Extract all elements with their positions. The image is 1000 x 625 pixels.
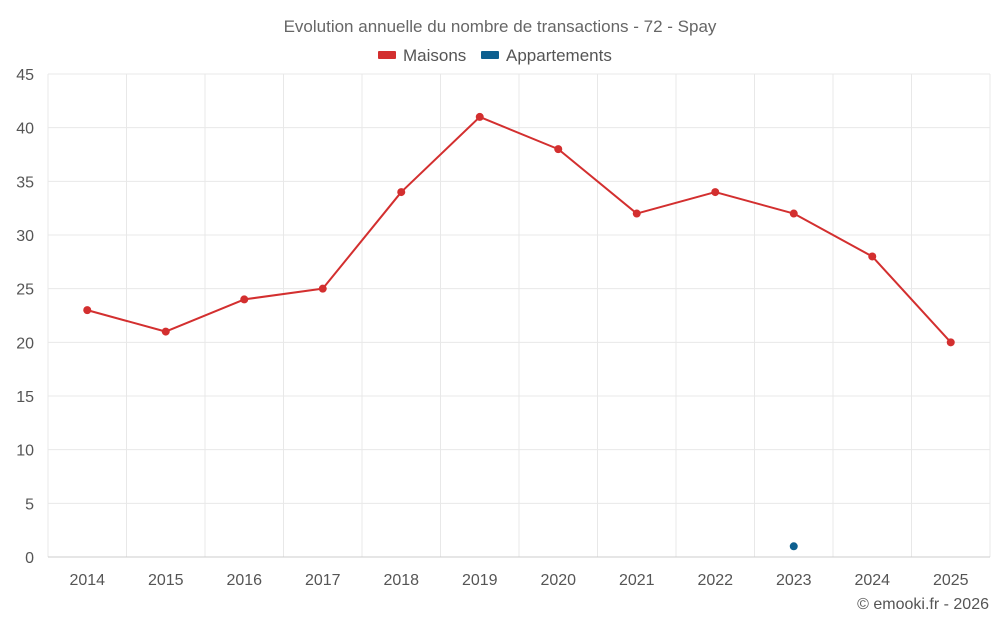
y-tick-label-0: 0 (25, 550, 34, 567)
series-points (83, 112, 955, 551)
data-point-maisons-2016[interactable] (240, 295, 249, 304)
series-lines (86, 115, 952, 344)
x-tick-label-2016: 2016 (226, 572, 262, 589)
x-gridlines (47, 74, 991, 557)
credit-text: © emooki.fr - 2026 (857, 596, 989, 613)
data-point-maisons-2015[interactable] (161, 327, 170, 336)
x-tick-label-2021: 2021 (619, 572, 655, 589)
chart-title: Evolution annuelle du nombre de transact… (284, 17, 717, 36)
y-axis-tick-labels: 0 5 10 15 20 25 30 35 40 45 (16, 67, 34, 567)
x-tick-label-2014: 2014 (69, 572, 105, 589)
data-point-maisons-2024[interactable] (868, 252, 877, 261)
legend-label-maisons: Maisons (403, 46, 466, 65)
data-point-maisons-2020[interactable] (554, 145, 563, 154)
y-tick-label-25: 25 (16, 282, 34, 299)
x-tick-label-2022: 2022 (697, 572, 733, 589)
x-tick-label-2018: 2018 (383, 572, 419, 589)
x-axis-tick-labels: 2014 2015 2016 2017 2018 2019 2020 2021 2022 2023… (69, 572, 968, 589)
y-tick-label-40: 40 (16, 121, 34, 138)
y-tick-label-5: 5 (25, 496, 34, 513)
series-line-maisons (86, 115, 952, 344)
x-tick-label-2023: 2023 (776, 572, 812, 589)
y-tick-label-45: 45 (16, 67, 34, 84)
data-point-maisons-2018[interactable] (397, 188, 406, 197)
legend-item-maisons[interactable]: Maisons (378, 46, 466, 65)
x-tick-label-2019: 2019 (462, 572, 498, 589)
y-tick-label-10: 10 (16, 443, 34, 460)
data-point-maisons-2023[interactable] (789, 209, 798, 218)
legend-swatch-maisons (378, 51, 396, 59)
data-point-maisons-2017[interactable] (318, 284, 327, 293)
legend: Maisons Appartements (378, 46, 612, 65)
x-tick-label-2024: 2024 (854, 572, 890, 589)
data-point-appartements-2023[interactable] (789, 542, 798, 551)
y-tick-label-15: 15 (16, 389, 34, 406)
x-tick-label-2015: 2015 (148, 572, 184, 589)
legend-label-appartements: Appartements (506, 46, 612, 65)
x-tick-label-2017: 2017 (305, 572, 341, 589)
x-tick-label-2025: 2025 (933, 572, 969, 589)
y-tick-label-30: 30 (16, 228, 34, 245)
y-tick-label-35: 35 (16, 174, 34, 191)
legend-item-appartements[interactable]: Appartements (481, 46, 612, 65)
data-point-maisons-2022[interactable] (711, 188, 720, 197)
y-tick-label-20: 20 (16, 335, 34, 352)
x-tick-label-2020: 2020 (540, 572, 576, 589)
data-point-maisons-2025[interactable] (946, 338, 955, 347)
data-point-maisons-2021[interactable] (632, 209, 641, 218)
legend-swatch-appartements (481, 51, 499, 59)
data-point-maisons-2014[interactable] (83, 306, 92, 315)
data-point-maisons-2019[interactable] (475, 112, 484, 121)
